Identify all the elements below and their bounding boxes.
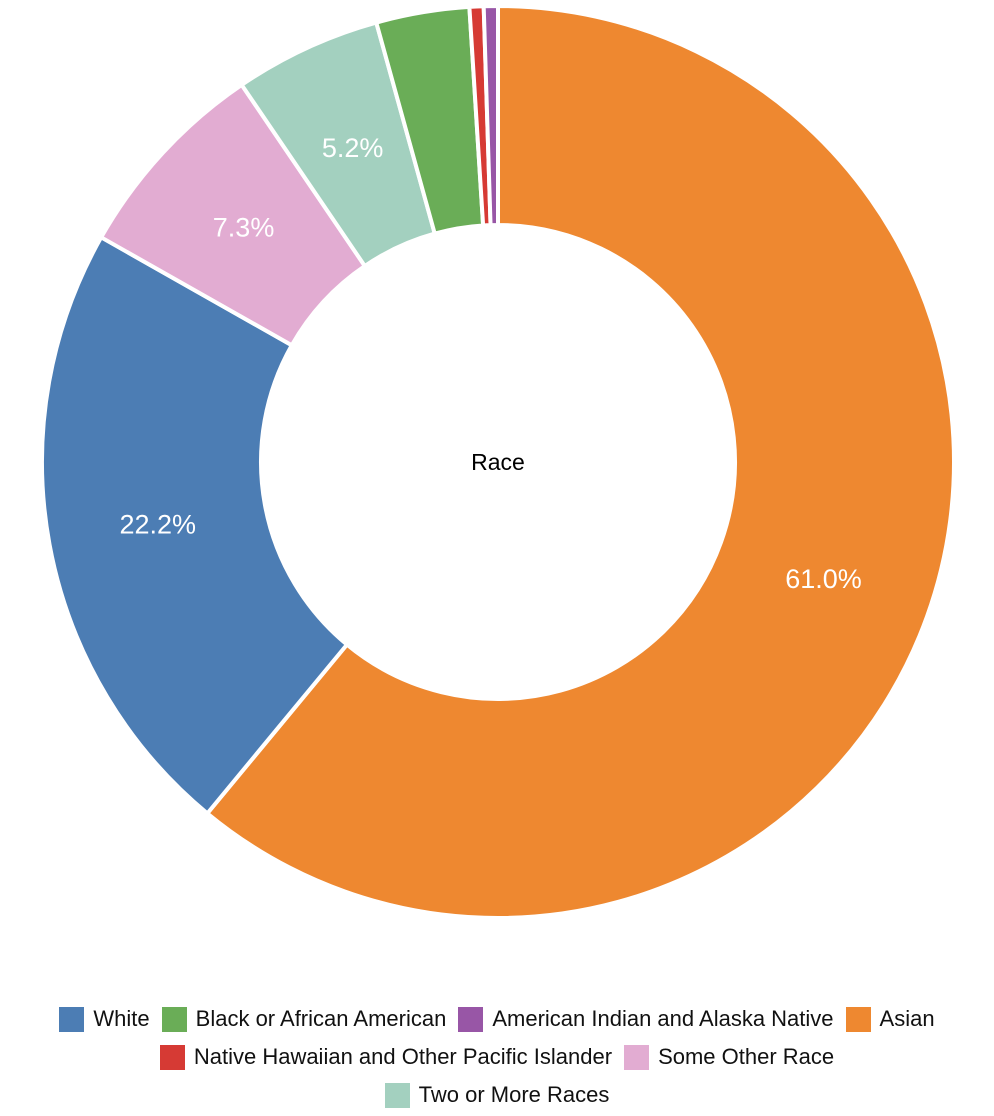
legend-label: Some Other Race	[658, 1044, 835, 1069]
legend-row: Native Hawaiian and Other Pacific Island…	[0, 1038, 994, 1076]
legend-item-black-or-african-american: Black or African American	[161, 1006, 447, 1032]
legend-item-white: White	[59, 1006, 150, 1032]
donut-slices	[40, 4, 956, 920]
slice-label-white: 22.2%	[119, 510, 196, 540]
legend-swatch	[161, 1006, 187, 1032]
slice-american-indian-and-alaska-native	[481, 4, 500, 228]
legend-item-two-or-more-races: Two or More Races	[384, 1082, 610, 1108]
legend-swatch	[624, 1044, 650, 1070]
legend-label: Two or More Races	[418, 1082, 610, 1107]
slice-white	[40, 235, 349, 816]
slice-label-some-other-race: 7.3%	[213, 213, 275, 243]
legend-label: Black or African American	[195, 1006, 447, 1031]
legend-swatch	[845, 1006, 871, 1032]
legend-item-some-other-race: Some Other Race	[624, 1044, 834, 1070]
legend-swatch	[384, 1082, 410, 1108]
donut-chart: 61.0% 22.2% 7.3% 5.2% Race	[40, 4, 956, 920]
legend-row: White Black or African American American I…	[0, 1000, 994, 1038]
legend-label: American Indian and Alaska Native	[492, 1006, 834, 1031]
slice-asian	[205, 4, 956, 920]
legend-row: Two or More Races	[0, 1076, 994, 1114]
center-label: Race	[471, 449, 525, 475]
slice-label-asian: 61.0%	[785, 564, 862, 594]
legend-label: Asian	[879, 1006, 935, 1031]
legend-item-native-hawaiian-and-other-pacific-islander: Native Hawaiian and Other Pacific Island…	[159, 1044, 613, 1070]
legend-label: White	[93, 1006, 150, 1031]
legend-label: Native Hawaiian and Other Pacific Island…	[193, 1044, 613, 1069]
legend-swatch	[458, 1006, 484, 1032]
slice-labels: 61.0% 22.2% 7.3% 5.2%	[119, 133, 861, 594]
legend-swatch	[159, 1044, 185, 1070]
legend-item-american-indian-and-alaska-native: American Indian and Alaska Native	[458, 1006, 834, 1032]
slice-label-two-or-more-races: 5.2%	[322, 133, 384, 163]
legend-item-asian: Asian	[845, 1006, 935, 1032]
legend-swatch	[59, 1006, 85, 1032]
chart-legend: White Black or African American American I…	[0, 1000, 994, 1114]
